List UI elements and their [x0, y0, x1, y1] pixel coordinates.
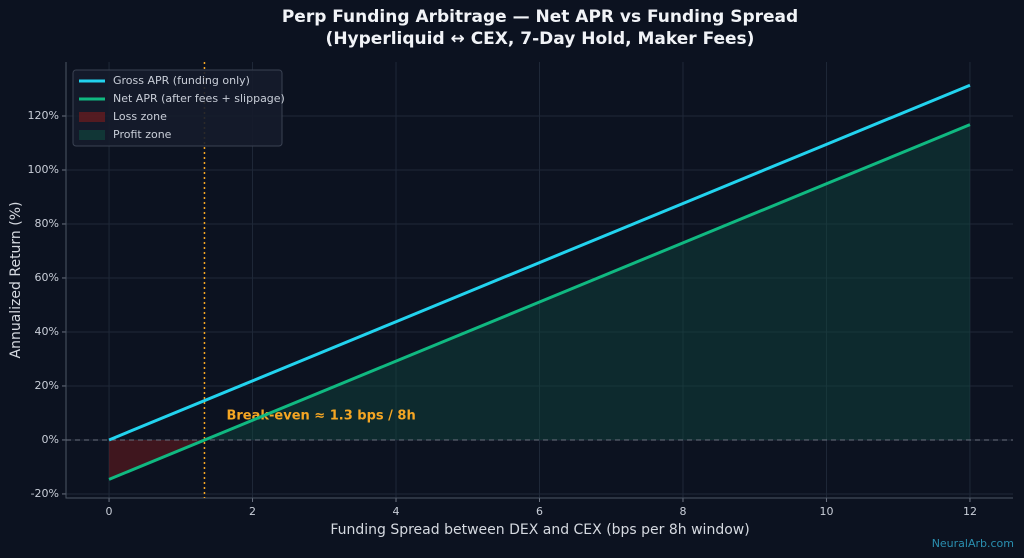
legend-label: Profit zone	[113, 128, 172, 141]
x-tick-label: 4	[393, 505, 400, 518]
legend-label: Net APR (after fees + slippage)	[113, 92, 285, 105]
y-tick-label: 40%	[35, 325, 59, 338]
y-tick-label: 0%	[42, 433, 59, 446]
watermark: NeuralArb.com	[932, 537, 1014, 550]
legend-swatch	[79, 130, 105, 140]
x-tick-label: 12	[963, 505, 977, 518]
legend-box	[72, 69, 283, 147]
y-tick-label: 80%	[35, 217, 59, 230]
y-tick-label: 120%	[28, 109, 59, 122]
legend-label: Loss zone	[113, 110, 167, 123]
series-line	[108, 123, 971, 481]
y-axis-label: Annualized Return (%)	[8, 202, 24, 359]
x-tick-label: 6	[536, 505, 543, 518]
y-tick-label: 60%	[35, 271, 59, 284]
chart-title: (Hyperliquid ↔ CEX, 7-Day Hold, Maker Fe…	[326, 29, 755, 49]
y-tick-label: 100%	[28, 163, 59, 176]
breakeven-label: Break-even ≈ 1.3 bps / 8h	[226, 408, 415, 423]
x-tick-label: 8	[679, 505, 686, 518]
x-tick-label: 2	[249, 505, 256, 518]
x-tick-label: 0	[106, 505, 113, 518]
x-tick-label: 10	[819, 505, 833, 518]
chart-title: Perp Funding Arbitrage — Net APR vs Fund…	[282, 7, 798, 27]
y-tick-label: -20%	[31, 487, 59, 500]
series-line	[108, 83, 971, 442]
legend-swatch	[79, 112, 105, 122]
legend-label: Gross APR (funding only)	[113, 74, 250, 87]
y-tick-label: 20%	[35, 379, 59, 392]
x-axis-label: Funding Spread between DEX and CEX (bps …	[330, 522, 749, 538]
axis-spine	[65, 62, 1013, 499]
